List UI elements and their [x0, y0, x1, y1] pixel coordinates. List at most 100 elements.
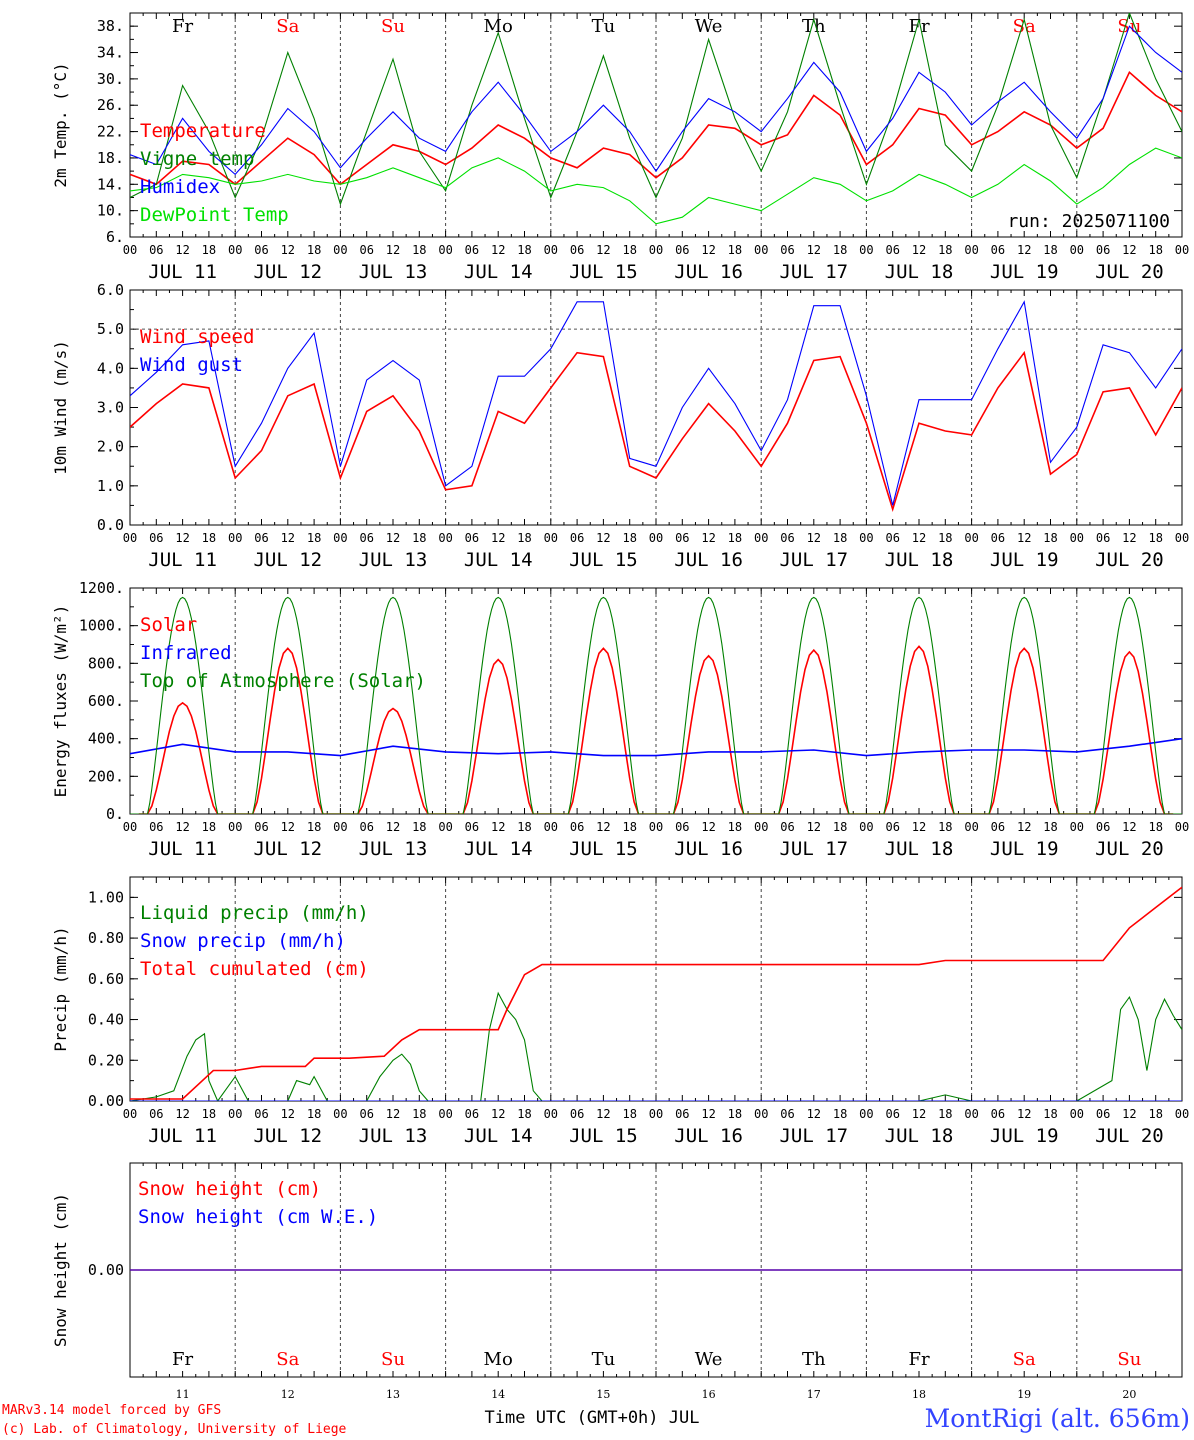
date-label: JUL 15 — [569, 838, 638, 860]
y-tick-label: 14. — [97, 175, 124, 193]
y-tick-label: 400. — [88, 730, 124, 748]
hour-label: 18 — [938, 531, 952, 545]
hour-label: 00 — [333, 531, 347, 545]
hour-label: 12 — [175, 820, 189, 834]
hour-label: 00 — [1070, 820, 1084, 834]
day-number: 13 — [386, 1388, 400, 1401]
hour-label: 18 — [412, 1107, 426, 1121]
legend-entry: Snow height (cm) — [138, 1178, 321, 1200]
series-group — [130, 300, 1182, 513]
hour-label: 18 — [202, 243, 216, 257]
panel-2: 0.0 1.0 2.0 3.0 4.0 5.0 6.0 10m Wind (m/s) 00 06 1… — [51, 281, 1189, 571]
hour-label: 00 — [123, 531, 137, 545]
hour-label: 06 — [465, 1107, 479, 1121]
hour-label: 00 — [333, 243, 347, 257]
hour-label: 06 — [675, 820, 689, 834]
y-tick-label: 0.60 — [88, 970, 124, 988]
hour-label: 06 — [570, 243, 584, 257]
hour-label: 18 — [517, 531, 531, 545]
date-label: JUL 18 — [885, 838, 954, 860]
hour-label: 12 — [807, 820, 821, 834]
hour-label: 12 — [175, 531, 189, 545]
hour-label: 00 — [544, 243, 558, 257]
y-tick-label: 1.00 — [88, 888, 124, 906]
run-annotation: run: 2025071100 — [1007, 211, 1170, 232]
y-tick-label: 34. — [97, 44, 124, 62]
y-tick-label: 200. — [88, 767, 124, 785]
hour-label: 00 — [964, 243, 978, 257]
hour-label: 00 — [859, 820, 873, 834]
hour-label: 00 — [1175, 243, 1189, 257]
hour-label: 18 — [307, 531, 321, 545]
hour-label: 00 — [228, 1107, 242, 1121]
y-tick-label: 1000. — [79, 617, 124, 635]
series-group — [130, 886, 1182, 1101]
hour-label: 06 — [254, 531, 268, 545]
hour-label: 12 — [491, 820, 505, 834]
hour-label: 12 — [912, 1107, 926, 1121]
legend-entry: Wind gust — [140, 354, 243, 376]
hour-label: 00 — [438, 820, 452, 834]
date-label: JUL 20 — [1095, 838, 1164, 860]
hour-label: 06 — [359, 820, 373, 834]
hour-label: 00 — [1175, 1107, 1189, 1121]
hour-label: 00 — [649, 243, 663, 257]
hour-label: 12 — [386, 243, 400, 257]
hour-label: 12 — [386, 820, 400, 834]
hour-label: 12 — [1017, 531, 1031, 545]
hour-label: 06 — [675, 243, 689, 257]
legend-entry: Total cumulated (cm) — [140, 958, 369, 980]
hour-label: 06 — [570, 1107, 584, 1121]
hour-label: 18 — [1148, 243, 1162, 257]
hour-label: 12 — [701, 531, 715, 545]
y-tick-label: 30. — [97, 70, 124, 88]
hour-label: 18 — [307, 820, 321, 834]
date-label: JUL 15 — [569, 1125, 638, 1147]
date-label: JUL 15 — [569, 549, 638, 571]
date-label: JUL 15 — [569, 261, 638, 283]
hour-label: 18 — [202, 1107, 216, 1121]
hour-label: 12 — [281, 820, 295, 834]
y-tick-label: 2.0 — [97, 438, 124, 456]
hour-label: 00 — [1070, 531, 1084, 545]
hour-label: 00 — [754, 531, 768, 545]
date-label: JUL 16 — [674, 549, 743, 571]
hour-label: 12 — [491, 1107, 505, 1121]
hour-label: 06 — [359, 1107, 373, 1121]
weekday-label: Mo — [484, 16, 513, 37]
hour-label: 00 — [228, 820, 242, 834]
hour-label: 06 — [991, 1107, 1005, 1121]
y-tick-label: 18. — [97, 149, 124, 167]
footer-copyright-line: (c) Lab. of Climatology, University of L… — [2, 1422, 347, 1437]
series-line-wind-speed — [130, 350, 1182, 513]
series-line-dewpoint-temp — [130, 147, 1182, 225]
date-label: JUL 19 — [990, 838, 1059, 860]
weekday-label: Th — [802, 16, 826, 37]
hour-label: 18 — [307, 1107, 321, 1121]
y-axis-label: Precip (mm/h) — [51, 926, 70, 1051]
series-line-top-of-atmosphere-solar- — [130, 596, 1182, 814]
footer-model-line: MARv3.14 model forced by GFS — [2, 1403, 221, 1418]
hour-label: 00 — [228, 531, 242, 545]
hour-label: 06 — [885, 531, 899, 545]
legend-entry: Top of Atmosphere (Solar) — [140, 670, 426, 692]
weekday-label: Sa — [1013, 1349, 1036, 1370]
hour-label: 12 — [807, 531, 821, 545]
weekday-label: Mo — [484, 1349, 513, 1370]
hour-label: 12 — [386, 531, 400, 545]
hour-label: 06 — [149, 531, 163, 545]
hour-label: 00 — [544, 820, 558, 834]
hour-label: 18 — [728, 1107, 742, 1121]
date-label: JUL 13 — [359, 838, 428, 860]
hour-label: 06 — [780, 243, 794, 257]
hour-label: 12 — [175, 243, 189, 257]
hour-label: 18 — [412, 820, 426, 834]
y-tick-label: 26. — [97, 96, 124, 114]
date-label: JUL 14 — [464, 1125, 533, 1147]
hour-label: 00 — [649, 1107, 663, 1121]
hour-label: 06 — [780, 820, 794, 834]
hour-label: 06 — [570, 820, 584, 834]
date-label: JUL 12 — [253, 261, 322, 283]
x-axis-title: Time UTC (GMT+0h) JUL — [485, 1408, 700, 1428]
day-number: 20 — [1122, 1388, 1136, 1401]
